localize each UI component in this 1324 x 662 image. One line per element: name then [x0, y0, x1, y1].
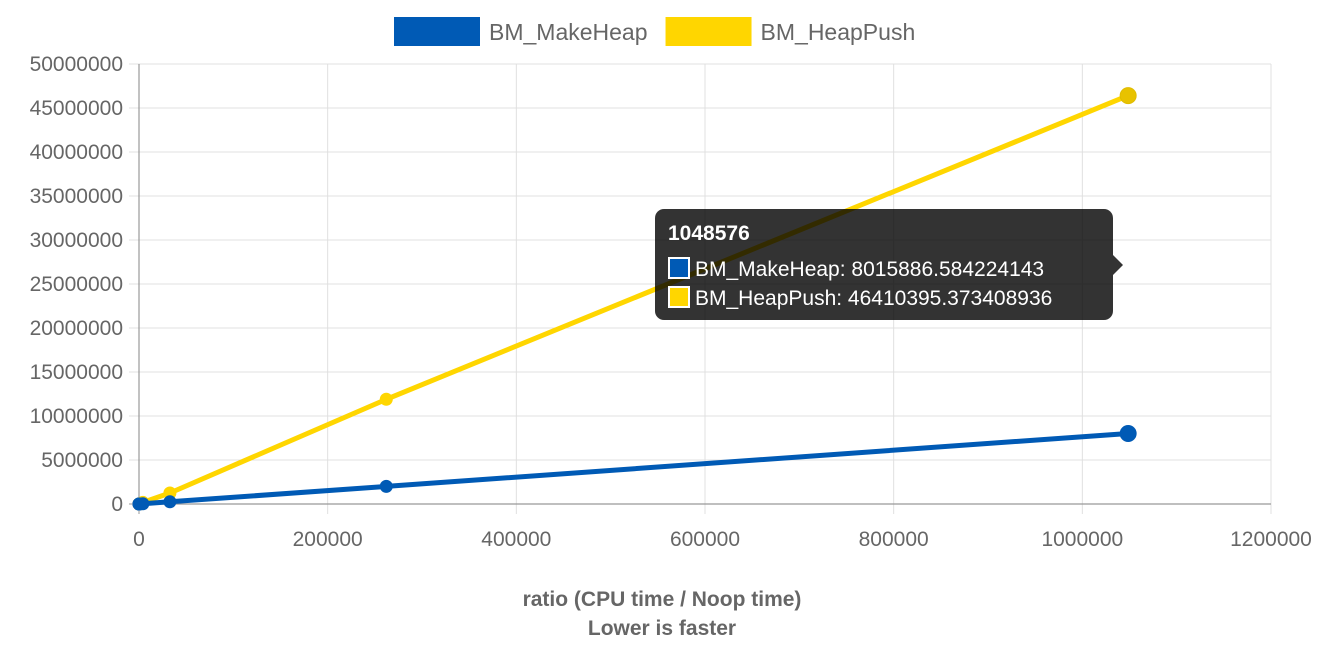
data-point-BM_MakeHeap[interactable]: [136, 497, 150, 511]
series-layer: [132, 87, 1137, 511]
tooltip-title: 1048576: [668, 222, 750, 245]
legend[interactable]: BM_MakeHeap BM_HeapPush: [394, 17, 915, 46]
y-tick-label: 5000000: [41, 449, 123, 472]
data-point-BM_HeapPush[interactable]: [379, 392, 393, 406]
x-axis-label: ratio (CPU time / Noop time): [523, 588, 802, 611]
tooltip: 1048576 BM_MakeHeap: 8015886.584224143 BM_…: [655, 209, 1123, 320]
x-tick-label: 0: [133, 528, 145, 551]
x-tick-label: 600000: [670, 528, 740, 551]
legend-label-BM_HeapPush[interactable]: BM_HeapPush: [761, 19, 916, 45]
x-tick-label: 1000000: [1041, 528, 1123, 551]
x-tick-label: 800000: [859, 528, 929, 551]
data-point-BM_MakeHeap[interactable]: [163, 495, 177, 509]
y-tick-label: 45000000: [30, 97, 123, 120]
y-tick-label: 50000000: [30, 53, 123, 76]
y-tick-label: 10000000: [30, 405, 123, 428]
tooltip-swatch-BM_HeapPush: [670, 288, 688, 306]
y-tick-label: 20000000: [30, 317, 123, 340]
tooltip-caret: [1113, 255, 1123, 275]
x-tick-label: 1200000: [1230, 528, 1312, 551]
y-axis-ticks: 0 5000000 10000000 15000000 20000000 25000000…: [30, 53, 123, 516]
y-tick-label: 40000000: [30, 141, 123, 164]
y-tick-label: 25000000: [30, 273, 123, 296]
tooltip-box: [655, 209, 1113, 320]
y-tick-label: 0: [111, 493, 123, 516]
x-axis-note: Lower is faster: [588, 617, 736, 640]
y-tick-label: 30000000: [30, 229, 123, 252]
y-tick-label: 15000000: [30, 361, 123, 384]
legend-swatch-BM_HeapPush[interactable]: [665, 17, 752, 46]
tooltip-line-BM_HeapPush: BM_HeapPush: 46410395.373408936: [695, 287, 1052, 310]
x-axis-ticks: 0 200000 400000 600000 800000 1000000 1200000: [133, 528, 1312, 551]
data-point-BM_HeapPush[interactable]: [1119, 87, 1137, 105]
tooltip-line-BM_MakeHeap: BM_MakeHeap: 8015886.584224143: [695, 258, 1044, 281]
x-tick-label: 400000: [481, 528, 551, 551]
legend-label-BM_MakeHeap[interactable]: BM_MakeHeap: [489, 19, 648, 45]
x-tick-label: 200000: [293, 528, 363, 551]
tooltip-swatch-BM_MakeHeap: [670, 259, 688, 277]
data-point-BM_MakeHeap[interactable]: [1119, 424, 1137, 442]
data-point-BM_MakeHeap[interactable]: [379, 479, 393, 493]
legend-swatch-BM_MakeHeap[interactable]: [394, 17, 480, 46]
axes: [138, 64, 1271, 505]
y-tick-label: 35000000: [30, 185, 123, 208]
